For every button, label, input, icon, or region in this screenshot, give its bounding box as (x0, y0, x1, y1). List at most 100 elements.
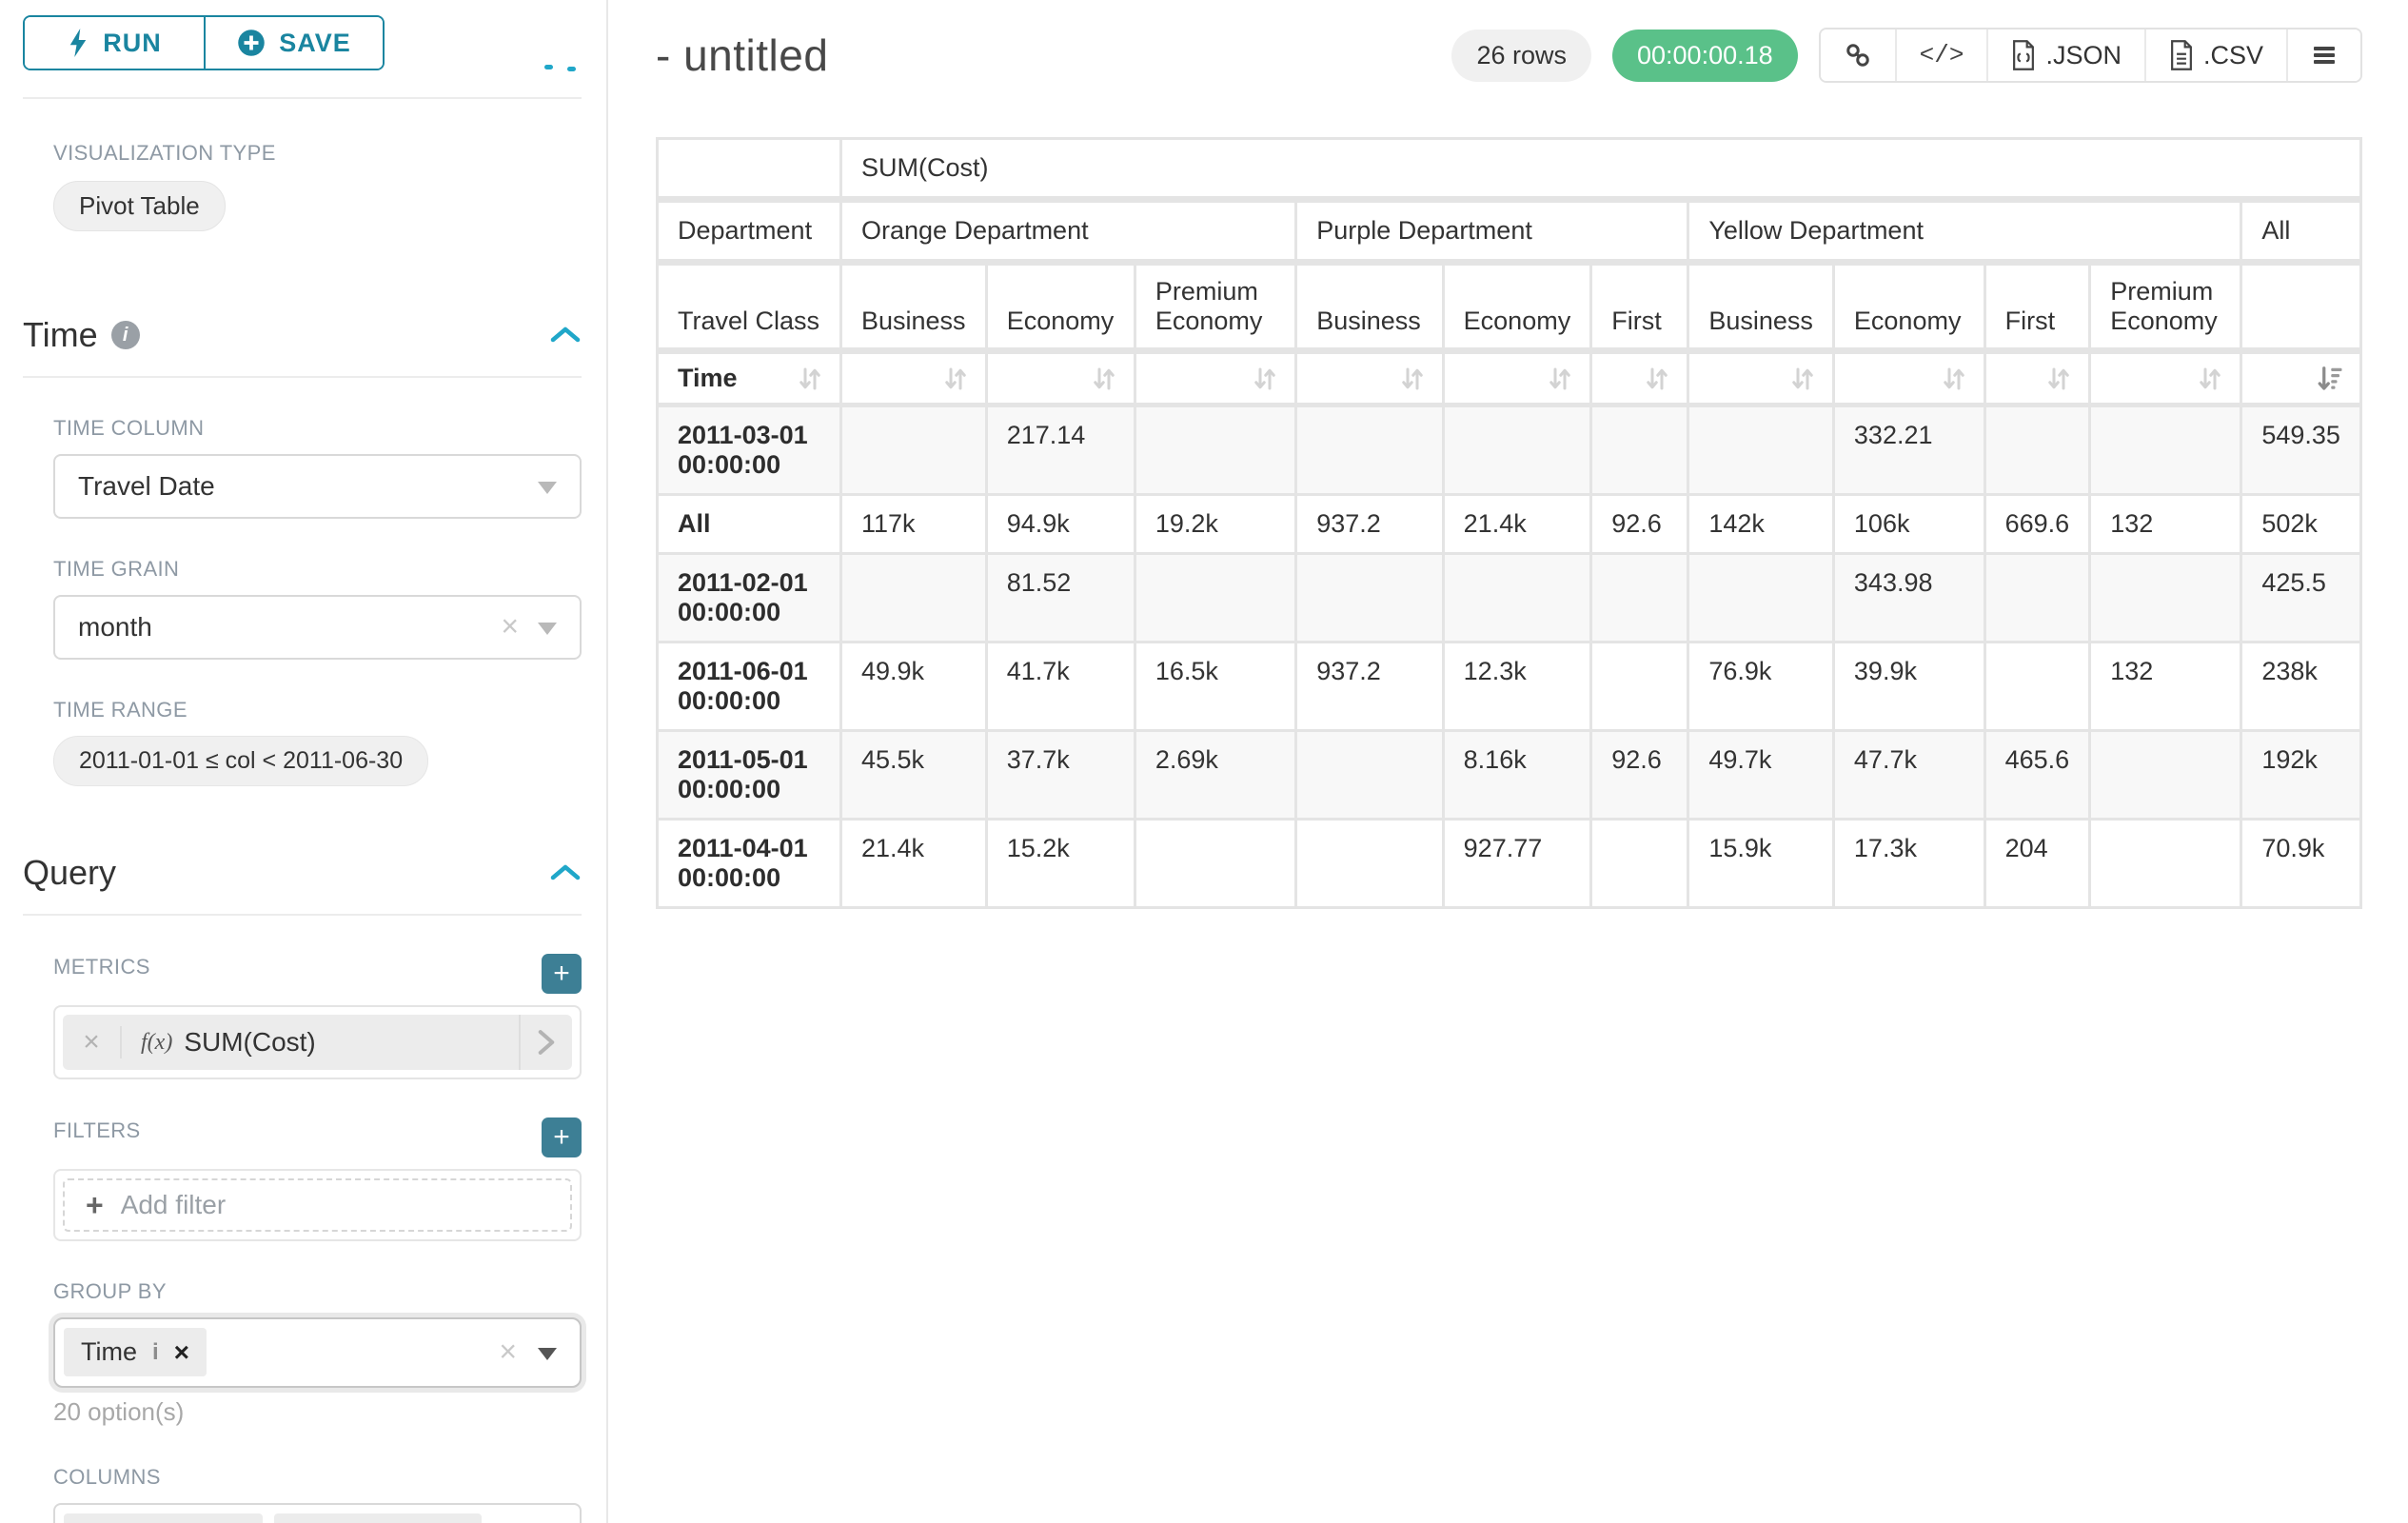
pivot-sort-cell (1831, 349, 1986, 407)
pivot-cell: 937.2 (1294, 641, 1445, 732)
sort-icon[interactable] (2044, 365, 2073, 393)
metric-item[interactable]: × f(x) SUM(Cost) (63, 1015, 572, 1070)
columns-select[interactable]: Department×Travel Class× × (53, 1503, 582, 1523)
pivot-row-label: 2011-03-01 00:00:00 (656, 404, 842, 496)
pivot-cell (1133, 404, 1298, 496)
sort-icon[interactable] (1090, 365, 1118, 393)
add-metric-button[interactable]: + (542, 954, 582, 994)
remove-metric-icon[interactable]: × (63, 1026, 122, 1058)
chevron-down-icon[interactable] (538, 1348, 557, 1360)
time-range-pill[interactable]: 2011-01-01 ≤ col < 2011-06-30 (53, 736, 429, 786)
columns-label: COLUMNS (53, 1465, 161, 1489)
pivot-cell (1589, 641, 1690, 732)
pivot-column-group-header: Purple Department (1294, 198, 1690, 266)
time-column-select[interactable]: Travel Date (53, 454, 582, 519)
export-csv-label: .CSV (2202, 40, 2263, 69)
clear-icon[interactable]: × (499, 1334, 517, 1369)
save-button[interactable]: SAVE (204, 17, 383, 69)
pivot-column-header: Economy (1441, 261, 1593, 354)
add-filter-button[interactable]: + Add filter (63, 1178, 572, 1232)
pivot-row-label: 2011-06-01 00:00:00 (656, 641, 842, 732)
pivot-cell: 41.7k (984, 641, 1136, 732)
dimension-tag[interactable]: Time i × (64, 1328, 207, 1376)
sort-icon[interactable] (941, 365, 970, 393)
export-button-group: </> .JSON .CSV (1818, 28, 2362, 83)
pivot-cell: 332.21 (1831, 404, 1986, 496)
pivot-cell: 76.9k (1687, 641, 1835, 732)
pivot-corner-cell (656, 137, 842, 203)
sort-icon[interactable] (796, 365, 824, 393)
group-by-select[interactable]: Time i × × (53, 1317, 582, 1388)
add-filter-plus-button[interactable]: + (542, 1118, 582, 1157)
control-panel-sidebar: Chart Type RUN SAVE VISUALIZATION TYPE P… (0, 0, 608, 1523)
query-timer-badge: 00:00:00.18 (1612, 29, 1798, 82)
pivot-row-label: 2011-02-01 00:00:00 (656, 552, 842, 643)
sort-icon[interactable] (1546, 365, 1574, 393)
pivot-sort-cell (2240, 349, 2362, 407)
export-json-label: .JSON (2045, 40, 2122, 69)
expand-metric-icon[interactable] (519, 1015, 572, 1070)
pivot-data-row: 2011-03-01 00:00:00 217.14 332.21 549.35 (656, 404, 2362, 496)
pivot-cell: 502k (2240, 493, 2362, 555)
pivot-cell: 81.52 (984, 552, 1136, 643)
sort-icon[interactable] (1788, 365, 1817, 393)
share-link-button[interactable] (1820, 30, 1895, 81)
pivot-cell (839, 404, 988, 496)
pivot-sort-cell (1983, 349, 2092, 407)
menu-button[interactable] (2286, 30, 2360, 81)
pivot-cell: 8.16k (1441, 729, 1593, 821)
filters-label: FILTERS (53, 1118, 141, 1142)
pivot-cell: 204 (1983, 818, 2092, 909)
collapse-query-chevron-icon[interactable] (549, 861, 582, 884)
pivot-cell (1294, 552, 1445, 643)
group-by-label: GROUP BY (53, 1279, 167, 1303)
info-icon[interactable]: i (110, 321, 140, 349)
dimension-tag[interactable]: Travel Class× (274, 1513, 482, 1523)
embed-code-button[interactable]: </> (1894, 30, 1987, 81)
pivot-cell: 669.6 (1983, 493, 2092, 555)
dimension-tag[interactable]: Department× (64, 1513, 264, 1523)
pivot-cell: 132 (2088, 493, 2243, 555)
pivot-cell: 16.5k (1133, 641, 1298, 732)
pivot-cell (1589, 818, 1690, 909)
function-icon: f(x) (141, 1029, 173, 1055)
pivot-cell (2088, 818, 2243, 909)
pivot-cell (1294, 404, 1445, 496)
sort-icon[interactable] (1643, 365, 1671, 393)
pivot-cell: 47.7k (1831, 729, 1986, 821)
chart-title[interactable]: - untitled (656, 30, 829, 80)
clear-icon[interactable]: × (501, 608, 519, 643)
pivot-table: SUM(Cost) Department Orange Department Purp… (656, 137, 2363, 909)
collapse-time-chevron-icon[interactable] (549, 324, 582, 346)
sort-icon[interactable] (1398, 365, 1427, 393)
remove-tag-icon[interactable]: × (173, 1336, 190, 1367)
export-csv-button[interactable]: .CSV (2143, 30, 2286, 81)
pivot-cell: 117k (839, 493, 988, 555)
pivot-sort-cell (1687, 349, 1835, 407)
pivot-cell (1983, 404, 2092, 496)
pivot-column-header: Economy (1831, 261, 1986, 354)
pivot-cell: 142k (1687, 493, 1835, 555)
pivot-cell: 94.9k (984, 493, 1136, 555)
group-by-options-hint: 20 option(s) (53, 1397, 185, 1426)
viz-type-pill[interactable]: Pivot Table (53, 181, 226, 231)
pivot-cell (1441, 404, 1593, 496)
pivot-cell: 343.98 (1831, 552, 1986, 643)
sort-icon[interactable] (1940, 365, 1968, 393)
run-button[interactable]: RUN (25, 17, 204, 69)
pivot-cell (1294, 729, 1445, 821)
query-section-title: Query (23, 853, 117, 892)
pivot-cell: 132 (2088, 641, 2243, 732)
row-count-badge: 26 rows (1451, 29, 1591, 82)
sort-descending-icon[interactable] (2316, 365, 2344, 393)
pivot-cell (2088, 404, 2243, 496)
divider (23, 914, 582, 916)
pivot-column-header: Economy (984, 261, 1136, 354)
metric-name: SUM(Cost) (184, 1027, 316, 1057)
pivot-data-row: 2011-02-01 00:00:00 81.52 343.98 425.5 (656, 552, 2362, 643)
sort-icon[interactable] (2196, 365, 2224, 393)
time-grain-select[interactable]: month × (53, 595, 582, 660)
export-json-button[interactable]: .JSON (1986, 30, 2144, 81)
sort-icon[interactable] (1251, 365, 1279, 393)
info-icon[interactable]: i (152, 1338, 159, 1365)
